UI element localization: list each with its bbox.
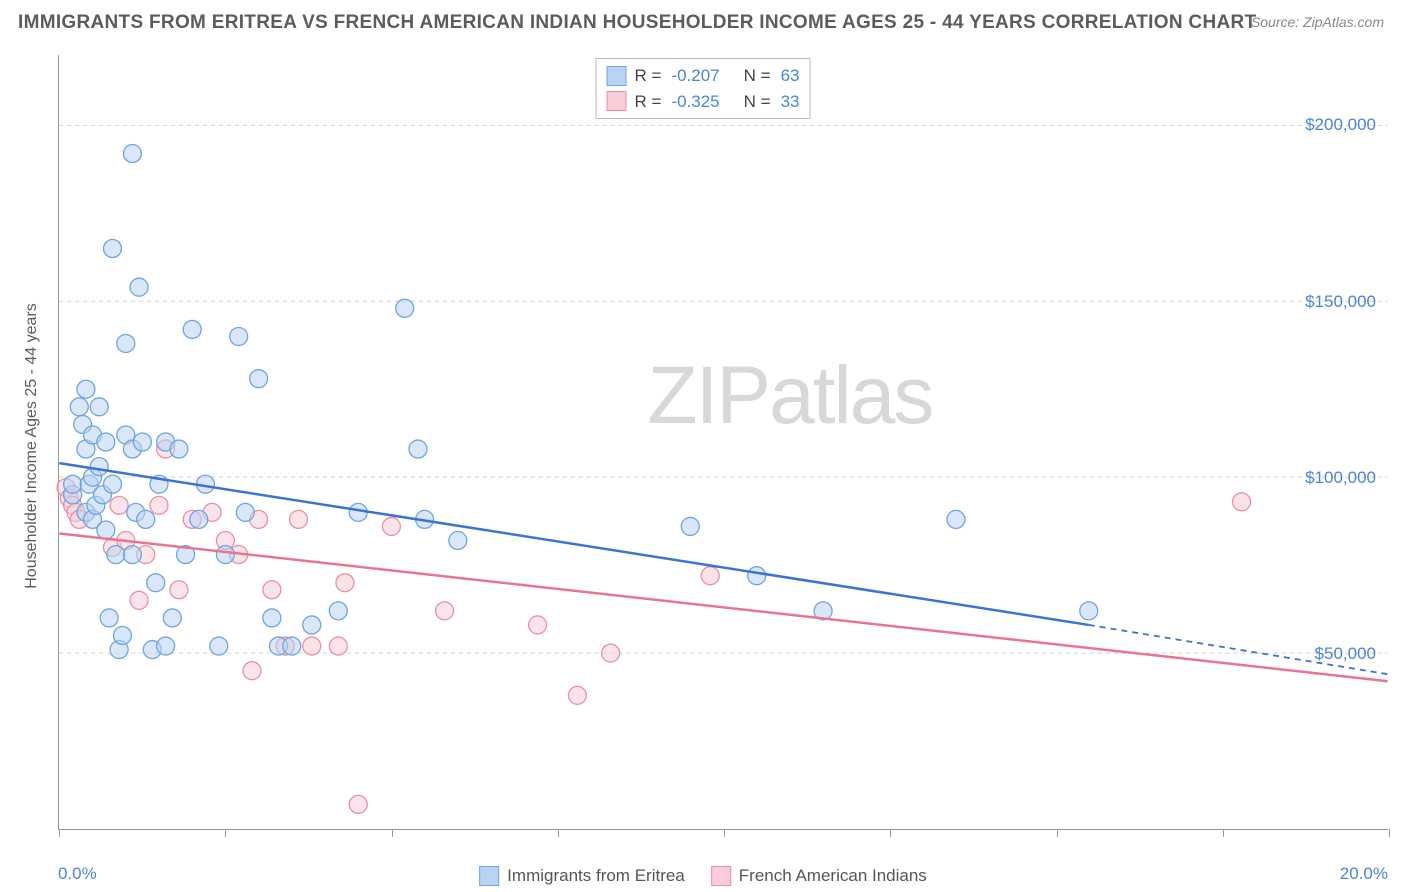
x-tick [724, 829, 725, 837]
legend-swatch-blue [479, 866, 499, 886]
legend-correlation: R = -0.207 N = 63 R = -0.325 N = 33 [596, 58, 811, 119]
y-tick-label: $150,000 [1305, 292, 1376, 312]
y-tick-label: $100,000 [1305, 468, 1376, 488]
x-tick [225, 829, 226, 837]
x-tick [890, 829, 891, 837]
legend-label: French American Indians [739, 866, 927, 886]
legend-swatch-pink [607, 91, 627, 111]
y-tick-label: $200,000 [1305, 115, 1376, 135]
n-value: 33 [781, 89, 800, 115]
legend-item: French American Indians [711, 866, 927, 886]
n-label: N = [744, 89, 771, 115]
r-label: R = [635, 63, 662, 89]
legend-row: R = -0.325 N = 33 [607, 89, 800, 115]
legend-row: R = -0.207 N = 63 [607, 63, 800, 89]
n-value: 63 [781, 63, 800, 89]
legend-series: Immigrants from Eritrea French American … [479, 866, 927, 886]
x-tick [558, 829, 559, 837]
y-axis-label: Householder Income Ages 25 - 44 years [23, 303, 41, 589]
r-label: R = [635, 89, 662, 115]
legend-item: Immigrants from Eritrea [479, 866, 685, 886]
legend-label: Immigrants from Eritrea [507, 866, 685, 886]
chart-title: IMMIGRANTS FROM ERITREA VS FRENCH AMERIC… [18, 12, 1256, 34]
plot-area: ZIPatlas $50,000$100,000$150,000$200,000 [58, 55, 1388, 830]
r-value: -0.207 [671, 63, 719, 89]
y-tick-label: $50,000 [1315, 644, 1376, 664]
x-tick [1389, 829, 1390, 837]
source-label: Source: ZipAtlas.com [1251, 14, 1384, 30]
x-tick [1223, 829, 1224, 837]
x-tick [392, 829, 393, 837]
x-axis-max-label: 20.0% [1340, 864, 1388, 884]
r-value: -0.325 [671, 89, 719, 115]
legend-swatch-blue [607, 66, 627, 86]
chart-svg [59, 55, 1388, 829]
x-tick [1057, 829, 1058, 837]
legend-swatch-pink [711, 866, 731, 886]
x-tick [59, 829, 60, 837]
n-label: N = [744, 63, 771, 89]
x-axis-min-label: 0.0% [58, 864, 97, 884]
